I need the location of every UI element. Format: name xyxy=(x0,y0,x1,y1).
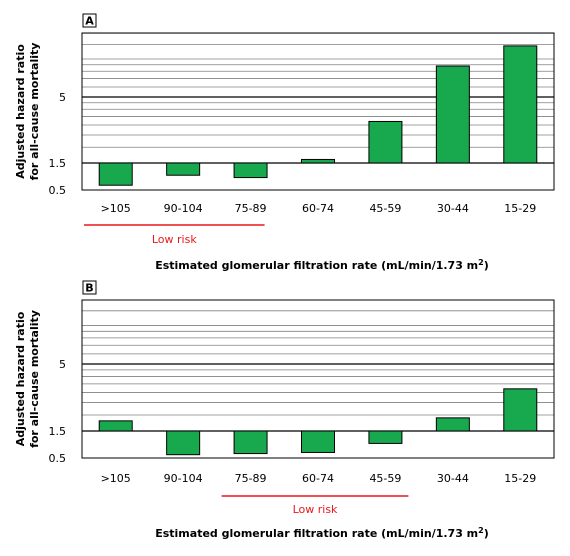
bar xyxy=(503,45,538,164)
bar xyxy=(98,420,133,432)
x-tick-label: 30-44 xyxy=(437,472,469,485)
x-tick-label: 15-29 xyxy=(504,202,536,215)
y-tick-label: 5 xyxy=(59,91,66,104)
bar xyxy=(435,417,470,432)
x-tick-label: 75-89 xyxy=(235,472,267,485)
panel-a: A 5 1.5 0.5 Adjusted hazard ratiofor all-cau… xyxy=(14,13,555,272)
x-tick-label: >105 xyxy=(101,202,131,215)
bar xyxy=(503,388,538,432)
x-tick-label: 75-89 xyxy=(235,202,267,215)
y-tick-label: 5 xyxy=(59,358,66,371)
bar xyxy=(233,430,268,455)
x-tick-label: 90-104 xyxy=(164,472,203,485)
bar xyxy=(98,162,133,186)
low-risk-label: Low risk xyxy=(293,503,338,516)
low-risk-label: Low risk xyxy=(152,233,197,246)
bar xyxy=(301,430,335,453)
y-tick-label: 1.5 xyxy=(49,425,67,438)
panel-label-box xyxy=(82,280,97,295)
bar xyxy=(166,430,201,456)
y-tick-label: 0.5 xyxy=(49,184,67,197)
x-axis-title-text: ) xyxy=(484,259,489,272)
plot-frame xyxy=(81,299,555,459)
bar xyxy=(166,162,201,176)
x-tick-label: 60-74 xyxy=(302,472,334,485)
bar xyxy=(368,120,403,164)
x-axis-title-superscript: 2 xyxy=(478,258,484,267)
x-axis-title: Estimated glomerular filtration rate (mL… xyxy=(155,258,489,272)
bar xyxy=(435,65,470,164)
x-tick-label: 45-59 xyxy=(369,472,401,485)
y-axis-title: Adjusted hazard ratiofor all-cause morta… xyxy=(14,310,41,448)
y-tick-label: 1.5 xyxy=(49,157,67,170)
bar xyxy=(368,430,403,444)
x-tick-label: 30-44 xyxy=(437,202,469,215)
x-axis-title-text: ) xyxy=(484,527,489,540)
panel-label: B xyxy=(85,282,93,295)
x-tick-label: 60-74 xyxy=(302,202,334,215)
panel-b: B 5 1.5 0.5 Adjusted hazard ratiofor all-cau… xyxy=(14,280,555,540)
y-axis-title-line: Adjusted hazard ratio xyxy=(14,44,27,179)
x-tick-label: 90-104 xyxy=(164,202,203,215)
x-tick-label: 15-29 xyxy=(504,472,536,485)
x-tick-label: 45-59 xyxy=(369,202,401,215)
y-axis-title-line: Adjusted hazard ratio xyxy=(14,311,27,446)
x-axis-title: Estimated glomerular filtration rate (mL… xyxy=(155,526,489,540)
panel-label: A xyxy=(85,15,94,28)
y-axis-title-line: for all-cause mortality xyxy=(28,43,41,181)
plot-frame xyxy=(81,32,555,191)
y-axis-title: Adjusted hazard ratiofor all-cause morta… xyxy=(14,43,41,181)
x-axis-title-text: Estimated glomerular filtration rate (mL… xyxy=(155,259,478,272)
panel-label-box xyxy=(82,13,97,28)
x-axis-title-text: Estimated glomerular filtration rate (mL… xyxy=(155,527,478,540)
bar xyxy=(233,162,268,179)
x-tick-label: >105 xyxy=(101,472,131,485)
bar xyxy=(301,158,335,164)
y-axis-title-line: for all-cause mortality xyxy=(28,310,41,448)
x-axis-title-superscript: 2 xyxy=(478,526,484,535)
y-tick-label: 0.5 xyxy=(49,452,67,465)
